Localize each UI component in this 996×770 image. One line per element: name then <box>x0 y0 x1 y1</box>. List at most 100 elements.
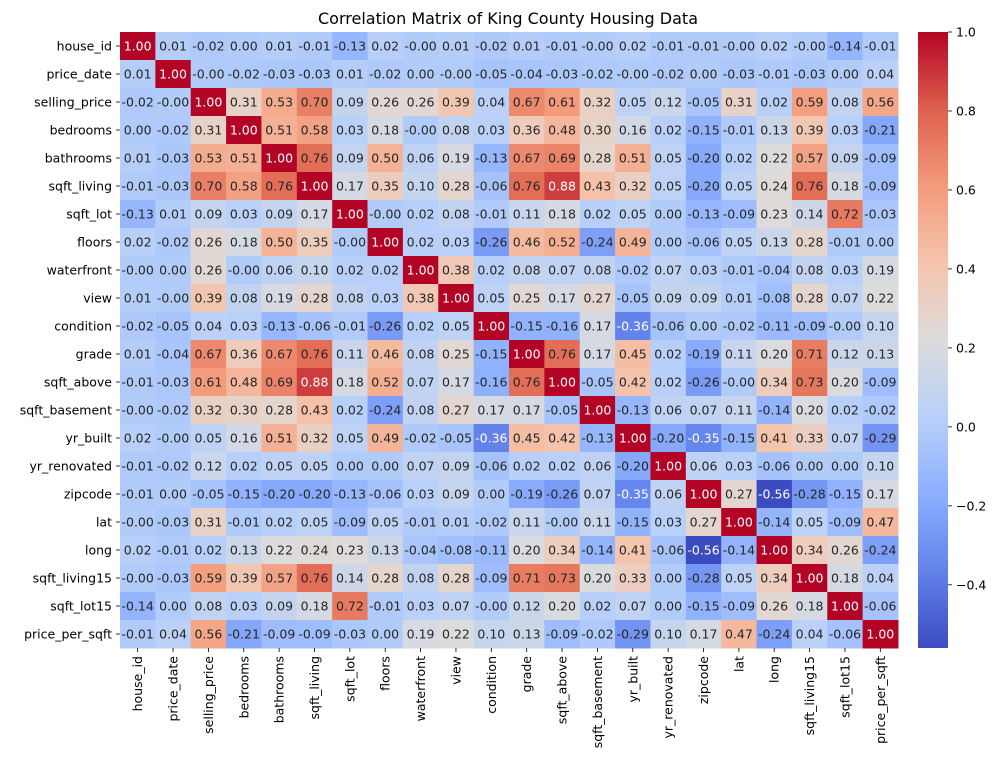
cell-value-label: 0.02 <box>760 95 788 110</box>
cell-value-label: 0.30 <box>583 123 611 138</box>
cell-value-label: 0.09 <box>831 151 859 166</box>
cell-value-label: 0.02 <box>194 543 222 558</box>
cell-value-label: 0.02 <box>371 263 399 278</box>
cell-value-label: 0.47 <box>725 627 753 642</box>
column-label-sqft_above: sqft_above <box>555 656 570 724</box>
cell-value-label: 0.52 <box>548 235 576 250</box>
cell-value-label: 0.72 <box>831 207 859 222</box>
cell-value-label: 0.07 <box>548 263 576 278</box>
cell-value-label: 0.04 <box>866 571 894 586</box>
cell-value-label: -0.01 <box>122 375 154 390</box>
cell-value-label: 0.67 <box>194 347 222 362</box>
cell-value-label: -0.29 <box>617 627 649 642</box>
cell-value-label: 0.51 <box>619 151 647 166</box>
cell-value-label: 0.01 <box>124 67 152 82</box>
cell-value-label: -0.24 <box>758 627 790 642</box>
cell-value-label: -0.05 <box>687 95 719 110</box>
cell-value-label: 0.70 <box>194 179 222 194</box>
cell-value-label: -0.01 <box>475 207 507 222</box>
colorbar-gradient <box>918 32 948 648</box>
cell-value-label: -0.02 <box>617 263 649 278</box>
cell-value-label: -0.02 <box>581 627 613 642</box>
cell-value-label: 0.32 <box>619 179 647 194</box>
chart-title: Correlation Matrix of King County Housin… <box>318 9 698 28</box>
cell-value-label: 0.70 <box>301 95 329 110</box>
cell-value-label: 0.13 <box>371 543 399 558</box>
cell-value-label: -0.09 <box>263 627 295 642</box>
cell-value-label: 0.76 <box>548 347 576 362</box>
cell-value-label: 0.11 <box>725 403 753 418</box>
colorbar-tick-label: 0.6 <box>956 182 976 197</box>
cell-value-label: 0.71 <box>796 347 824 362</box>
cell-value-label: 0.35 <box>301 235 329 250</box>
cell-value-label: -0.06 <box>758 459 790 474</box>
cell-value-label: -0.05 <box>617 291 649 306</box>
cell-value-label: 0.76 <box>301 347 329 362</box>
cell-value-label: -0.01 <box>829 235 861 250</box>
cell-value-label: 0.13 <box>513 627 541 642</box>
column-label-price_date: price_date <box>166 656 181 722</box>
cell-value-label: 0.00 <box>654 235 682 250</box>
cell-value-label: -0.02 <box>652 67 684 82</box>
row-label-yr_built: yr_built <box>66 431 113 446</box>
row-label-waterfront: waterfront <box>47 263 112 278</box>
cell-value-label: 0.17 <box>477 403 505 418</box>
cell-value-label: 0.03 <box>477 123 505 138</box>
cell-value-label: 0.02 <box>407 207 435 222</box>
cell-value-label: 0.06 <box>654 403 682 418</box>
cell-value-label: 0.03 <box>371 291 399 306</box>
row-label-selling_price: selling_price <box>34 95 112 110</box>
cell-value-label: 0.47 <box>866 515 894 530</box>
cell-value-label: -0.00 <box>157 291 189 306</box>
cell-value-label: 0.57 <box>796 151 824 166</box>
row-label-sqft_basement: sqft_basement <box>20 403 112 418</box>
cell-value-label: 0.50 <box>265 235 293 250</box>
cell-value-label: 0.17 <box>866 487 894 502</box>
cell-value-label: 1.00 <box>513 347 541 362</box>
cell-value-label: 0.28 <box>442 179 470 194</box>
cell-value-label: 0.05 <box>477 291 505 306</box>
cell-value-label: 0.25 <box>513 291 541 306</box>
cell-value-label: 0.72 <box>336 599 364 614</box>
column-label-condition: condition <box>484 656 499 714</box>
cell-value-label: -0.20 <box>687 179 719 194</box>
cell-value-label: 0.10 <box>407 179 435 194</box>
cell-value-label: -0.09 <box>546 627 578 642</box>
cell-value-label: 0.07 <box>442 599 470 614</box>
cell-value-label: 0.14 <box>796 207 824 222</box>
cell-value-label: -0.01 <box>546 39 578 54</box>
cell-value-label: -0.02 <box>475 515 507 530</box>
cell-value-label: 1.00 <box>265 151 293 166</box>
cell-value-label: 0.58 <box>301 123 329 138</box>
cell-value-label: 0.01 <box>124 291 152 306</box>
cell-value-label: 0.28 <box>796 235 824 250</box>
cell-value-label: 0.00 <box>159 263 187 278</box>
cell-value-label: -0.01 <box>723 123 755 138</box>
colorbar-tick-label: 0.2 <box>956 340 976 355</box>
cell-value-label: -0.03 <box>157 151 189 166</box>
cell-value-label: -0.06 <box>864 599 896 614</box>
cell-value-label: 0.02 <box>477 263 505 278</box>
cell-value-label: -0.09 <box>723 207 755 222</box>
column-label-long: long <box>767 656 782 683</box>
cell-value-label: 0.03 <box>690 263 718 278</box>
cell-value-label: 0.02 <box>548 459 576 474</box>
cell-value-label: -0.06 <box>475 459 507 474</box>
cell-value-label: -0.28 <box>687 571 719 586</box>
cell-value-label: 0.11 <box>513 207 541 222</box>
cell-value-label: 0.00 <box>230 39 258 54</box>
cell-value-label: 0.08 <box>442 123 470 138</box>
cell-value-label: -0.08 <box>440 543 472 558</box>
cell-value-label: -0.15 <box>687 599 719 614</box>
cell-value-label: -0.20 <box>617 459 649 474</box>
cell-value-label: 0.00 <box>159 599 187 614</box>
cell-value-label: 0.03 <box>407 599 435 614</box>
cell-value-label: 0.03 <box>831 263 859 278</box>
cell-value-label: 0.03 <box>654 515 682 530</box>
cell-value-label: 0.57 <box>265 571 293 586</box>
cell-value-label: 0.08 <box>513 263 541 278</box>
cell-value-label: 0.18 <box>301 599 329 614</box>
column-label-house_id: house_id <box>130 656 145 711</box>
cell-value-label: 0.02 <box>583 207 611 222</box>
cell-value-label: -0.00 <box>192 67 224 82</box>
